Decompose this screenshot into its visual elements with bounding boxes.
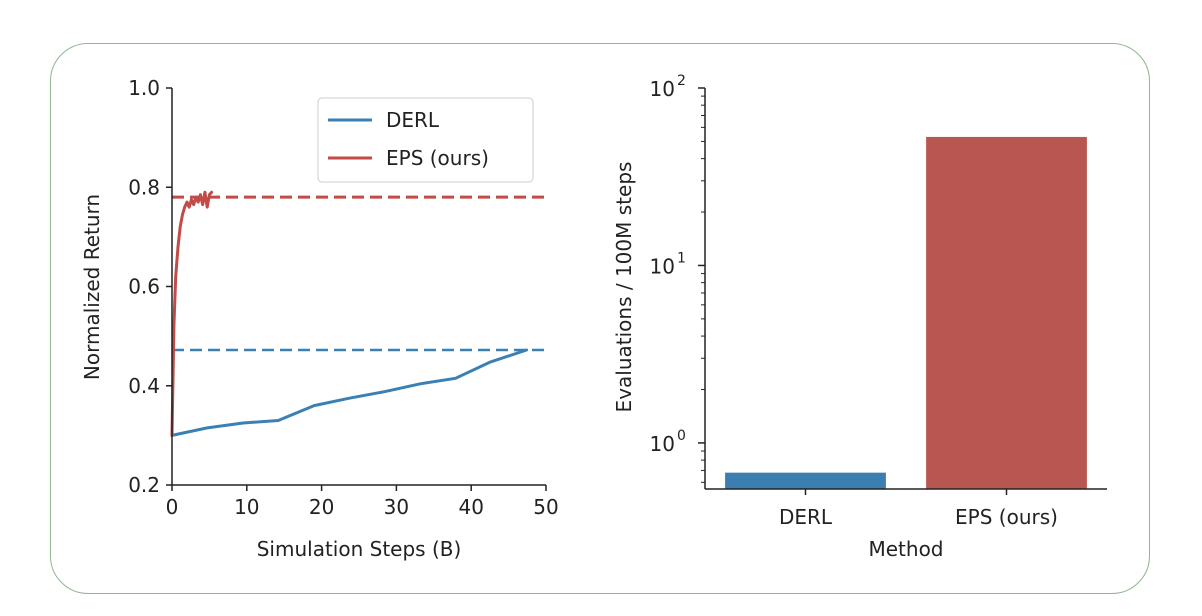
- left-y-axis-label: Normalized Return: [80, 194, 104, 380]
- x-tick-label: 40: [458, 495, 483, 519]
- y-tick-label: 10: [650, 77, 675, 101]
- y-tick-label: 0.8: [128, 175, 160, 199]
- y-tick-label: 10: [650, 254, 675, 278]
- series-line-derl: [170, 348, 529, 437]
- x-tick-label: DERL: [779, 505, 833, 529]
- legend-label-derl: DERL: [386, 108, 440, 132]
- y-tick-label: 0.4: [128, 374, 160, 398]
- y-tick-label: 10: [650, 432, 675, 456]
- right-x-axis-label: Method: [868, 537, 943, 561]
- y-tick-exponent: 2: [677, 73, 686, 89]
- series-line-eps: [170, 190, 214, 437]
- bar-derl: [725, 472, 886, 489]
- y-tick-exponent: 1: [677, 250, 686, 266]
- x-tick-label: 20: [309, 495, 334, 519]
- bar-chart-bars: [725, 136, 1087, 489]
- bar-eps: [926, 136, 1087, 489]
- legend-label-eps: EPS (ours): [386, 146, 489, 170]
- left-y-ticks: 0.2 0.4 0.6 0.8 1.0: [128, 76, 172, 497]
- y-tick-label: 0.6: [128, 275, 160, 299]
- x-tick-label: 30: [384, 495, 409, 519]
- left-x-ticks: 0 10 20 30 40 50: [166, 485, 559, 519]
- right-x-ticks: DERL EPS (ours): [779, 489, 1058, 529]
- x-tick-label: 10: [234, 495, 259, 519]
- y-tick-exponent: 0: [677, 428, 686, 444]
- x-tick-label: 50: [533, 495, 558, 519]
- x-tick-label: EPS (ours): [955, 505, 1058, 529]
- x-tick-label: 0: [166, 495, 179, 519]
- y-tick-label: 1.0: [128, 76, 160, 100]
- y-tick-label: 0.2: [128, 473, 160, 497]
- legend: DERL EPS (ours): [317, 97, 534, 183]
- right-y-axis-label: Evaluations / 100M steps: [612, 162, 636, 413]
- line-chart: 0 10 20 30 40 50 0.2 0.4 0.6 0.8 1.0 Simulation S…: [80, 76, 559, 561]
- line-chart-plot-area: [170, 190, 546, 437]
- left-x-axis-label: Simulation Steps (B): [257, 537, 462, 561]
